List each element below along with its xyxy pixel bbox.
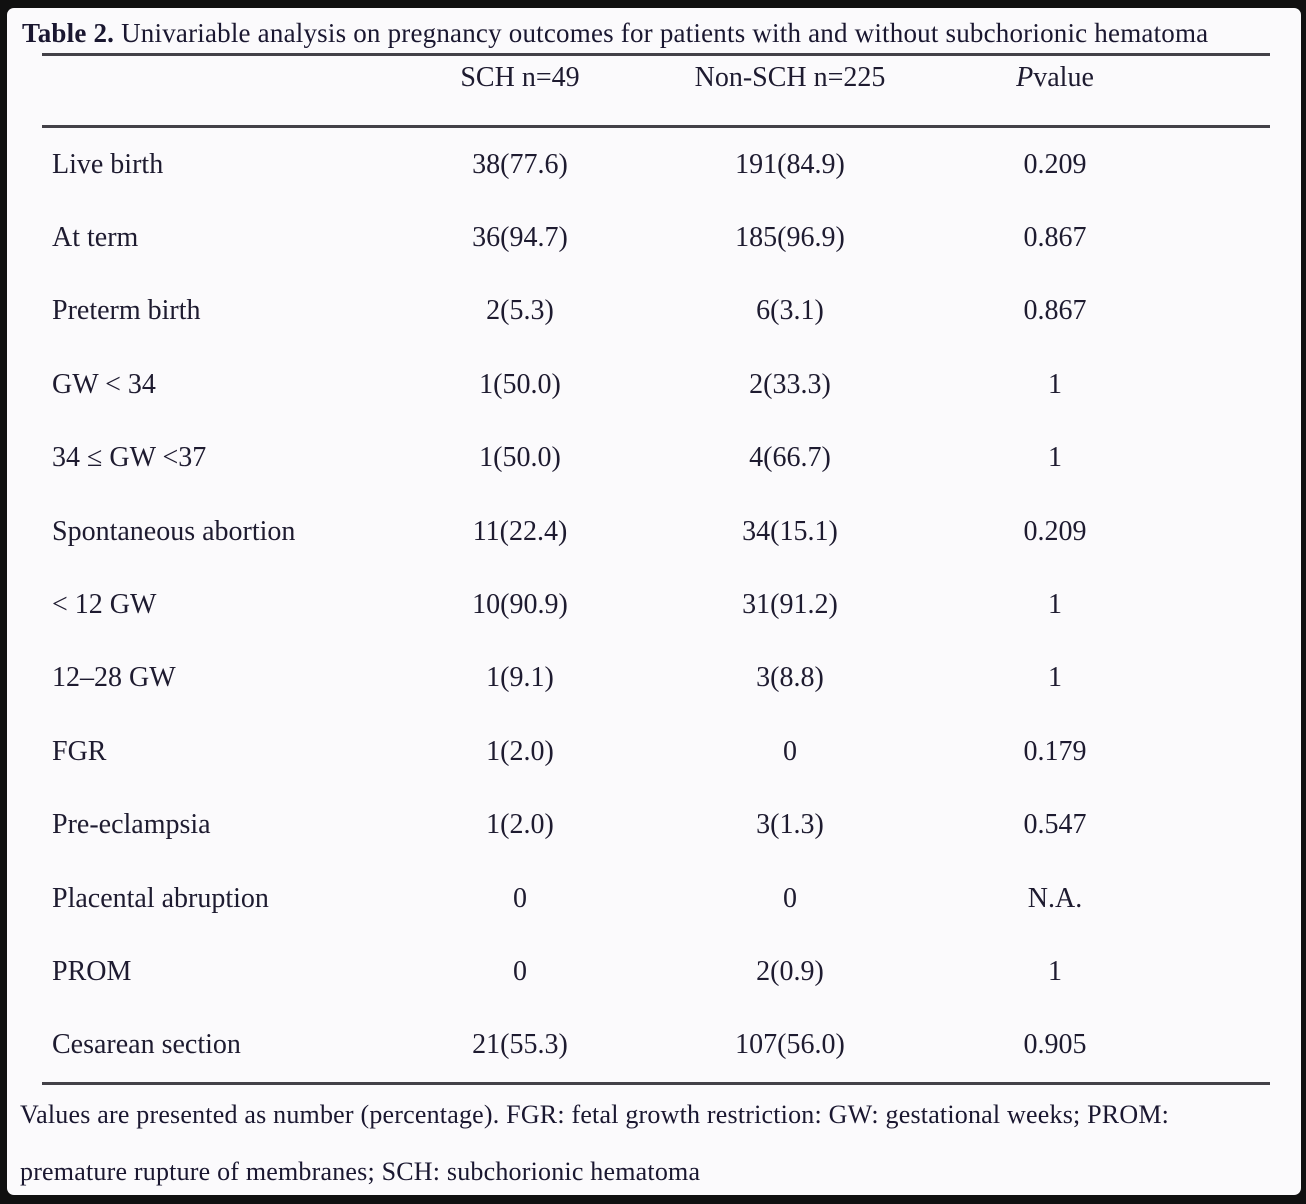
cell-filler [1198, 422, 1270, 495]
cell-p-value: 0.905 [1023, 1029, 1087, 1061]
header-p-rest: value [1033, 62, 1094, 93]
row-label: Cesarean section [52, 1029, 241, 1061]
table-title-prefix: Table 2. [22, 18, 115, 48]
cell-sch: 1(50.0) [479, 442, 561, 474]
top-rule [42, 53, 1270, 56]
row-label: GW < 34 [52, 368, 156, 400]
row-label: Placental abruption [52, 882, 269, 914]
cell-filler [1198, 275, 1270, 348]
cell-p-value: N.A. [1027, 882, 1083, 914]
row-label: 34 ≤ GW <37 [52, 442, 207, 474]
header-sch: SCH n=49 [460, 62, 580, 93]
cell-sch: 36(94.7) [472, 222, 568, 254]
cell-non-sch: 31(91.2) [742, 588, 838, 620]
cell-p-value: 0.867 [1023, 295, 1087, 327]
row-label: PROM [52, 955, 132, 987]
cell-filler [1198, 715, 1270, 788]
cell-non-sch: 6(3.1) [756, 295, 824, 327]
cell-p-value: 1 [1048, 588, 1062, 620]
cell-non-sch: 0 [783, 735, 797, 767]
cell-sch: 1(2.0) [486, 809, 554, 841]
cell-filler [1198, 1009, 1270, 1082]
cell-filler [1198, 862, 1270, 935]
row-label: Pre-eclampsia [52, 809, 211, 841]
row-label: Live birth [52, 148, 164, 180]
cell-sch: 1(50.0) [479, 368, 561, 400]
table-page: Table 2. Univariable analysis on pregnan… [7, 8, 1301, 1195]
header-p-italic: P [1016, 62, 1034, 93]
cell-sch: 11(22.4) [472, 515, 568, 547]
cell-p-value: 0.209 [1023, 148, 1087, 180]
cell-filler [1198, 495, 1270, 568]
header-spacer [42, 56, 372, 125]
cell-non-sch: 191(84.9) [735, 148, 845, 180]
cell-filler [1198, 201, 1270, 274]
cell-sch: 10(90.9) [472, 588, 568, 620]
cell-non-sch: 34(15.1) [742, 515, 838, 547]
header-rule [42, 125, 1270, 128]
row-label: Preterm birth [52, 295, 201, 327]
cell-p-value: 0.867 [1023, 222, 1087, 254]
row-label: At term [52, 222, 139, 254]
cell-sch: 0 [513, 882, 527, 914]
cell-filler [1198, 935, 1270, 1008]
table-title-text: Univariable analysis on pregnancy outcom… [114, 18, 1209, 48]
cell-p-value: 1 [1048, 955, 1062, 987]
header-non-sch: Non-SCH n=225 [694, 62, 886, 93]
cell-non-sch: 0 [783, 882, 797, 914]
cell-sch: 1(2.0) [486, 735, 554, 767]
row-label: Spontaneous abortion [52, 515, 296, 547]
cell-non-sch: 4(66.7) [749, 442, 831, 474]
cell-p-value: 0.209 [1023, 515, 1087, 547]
cell-non-sch: 3(8.8) [756, 662, 824, 694]
cell-p-value: 0.547 [1023, 809, 1087, 841]
cell-p-value: 1 [1048, 368, 1062, 400]
cell-non-sch: 2(0.9) [756, 955, 824, 987]
row-label: 12–28 GW [52, 662, 176, 694]
table-body: Live birth 38(77.6) 191(84.9) 0.209 At t… [42, 128, 1270, 1082]
table-title: Table 2. Univariable analysis on pregnan… [22, 18, 1293, 49]
cell-sch: 38(77.6) [472, 148, 568, 180]
cell-filler [1198, 568, 1270, 641]
cell-non-sch: 2(33.3) [749, 368, 831, 400]
cell-filler [1198, 128, 1270, 201]
column-header-row: SCH n=49 Non-SCH n=225 P value [42, 56, 1270, 125]
bottom-rule [42, 1082, 1270, 1085]
cell-p-value: 0.179 [1023, 735, 1087, 767]
cell-non-sch: 3(1.3) [756, 809, 824, 841]
cell-filler [1198, 642, 1270, 715]
row-label: FGR [52, 735, 107, 767]
cell-non-sch: 107(56.0) [735, 1029, 845, 1061]
header-p-value: P value [912, 56, 1198, 125]
cell-sch: 21(55.3) [472, 1029, 568, 1061]
cell-p-value: 1 [1048, 442, 1062, 474]
cell-non-sch: 185(96.9) [735, 222, 845, 254]
header-filler [1198, 56, 1270, 125]
cell-p-value: 1 [1048, 662, 1062, 694]
footnote-line-1: Values are presented as number (percenta… [20, 1100, 1170, 1129]
footnote-line-2: premature rupture of membranes; SCH: sub… [20, 1157, 701, 1186]
cell-filler [1198, 788, 1270, 861]
cell-filler [1198, 348, 1270, 421]
cell-sch: 2(5.3) [486, 295, 554, 327]
row-label: < 12 GW [52, 588, 157, 620]
cell-sch: 0 [513, 955, 527, 987]
cell-sch: 1(9.1) [486, 662, 554, 694]
